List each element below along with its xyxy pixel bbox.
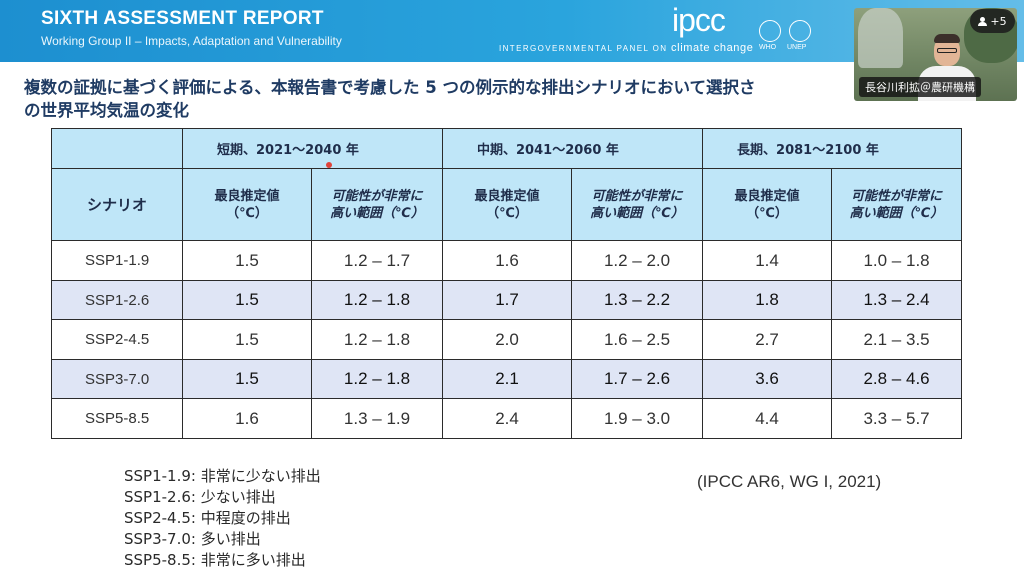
scenario-cell: SSP2-4.5 (51, 319, 183, 360)
ipcc-logo: ipcc (672, 2, 726, 38)
scenario-cell: SSP3-7.0 (51, 359, 183, 399)
participant-count: +5 (990, 14, 1007, 28)
slide-heading-line1: 複数の証拠に基づく評価による、本報告書で考慮した 5 つの例示的な排出シナリオに… (24, 78, 756, 97)
best-estimate-header-l2: （℃） (226, 205, 268, 221)
legend-item: SSP3-7.0: 多い排出 (124, 530, 261, 548)
ipcc-tagline-cc: climate change (671, 42, 754, 54)
best-estimate-header-l1: 最良推定値 (214, 188, 280, 204)
person-icon (978, 16, 988, 26)
value-cell: 1.5 (182, 359, 312, 399)
value-cell: 2.8 – 4.6 (831, 359, 963, 399)
scenario-legend: SSP1-1.9: 非常に少ない排出 SSP1-2.6: 少ない排出 SSP2-… (124, 466, 321, 571)
likely-range-header-l1: 可能性が非常に (851, 188, 943, 204)
table-row: SSP3-7.0 1.5 1.2 – 1.8 2.1 1.7 – 2.6 3.6… (51, 359, 963, 399)
likely-range-header-l2: 高い範囲（℃） (849, 205, 944, 221)
period-near-term: 短期、2021～2040 年 (181, 128, 444, 169)
value-cell: 1.2 – 1.8 (310, 319, 444, 360)
value-cell: 1.2 – 1.8 (310, 280, 444, 320)
value-cell: 1.2 – 1.8 (310, 359, 444, 399)
value-cell: 1.0 – 1.8 (831, 240, 963, 281)
value-cell: 1.5 (182, 280, 312, 320)
best-estimate-header-l2: （℃） (746, 205, 788, 221)
slide-heading-line2: の世界平均気温の変化 (24, 101, 189, 120)
value-cell: 1.3 – 1.9 (310, 398, 444, 439)
value-cell: 1.3 – 2.2 (571, 280, 704, 320)
value-cell: 2.0 (442, 319, 573, 360)
participant-name-tag: 長谷川利拡＠農研機構 (859, 77, 981, 97)
unep-label: UNEP (787, 44, 807, 51)
source-citation: (IPCC AR6, WG I, 2021) (697, 472, 882, 491)
period-header-row: 短期、2021～2040 年 中期、2041～2060 年 長期、2081～21… (51, 128, 963, 169)
table-row: SSP5-8.5 1.6 1.3 – 1.9 2.4 1.9 – 3.0 4.4… (51, 398, 963, 439)
participant-hair (934, 34, 960, 43)
ipcc-tagline-text: INTERGOVERNMENTAL PANEL ON (499, 44, 668, 53)
likely-range-header-l1: 可能性が非常に (331, 188, 423, 204)
value-cell: 2.1 (442, 359, 573, 399)
value-cell: 1.6 (442, 240, 573, 281)
laser-pointer-dot (326, 162, 332, 168)
ipcc-tagline: INTERGOVERNMENTAL PANEL ON climate chang… (499, 42, 753, 54)
likely-range-header-l2: 高い範囲（℃） (330, 205, 424, 221)
table-row: SSP1-1.9 1.5 1.2 – 1.7 1.6 1.2 – 2.0 1.4… (51, 240, 963, 281)
value-cell: 2.1 – 3.5 (831, 319, 963, 360)
unep-logo-icon (789, 20, 811, 42)
period-mid-term: 中期、2041～2060 年 (442, 128, 704, 169)
best-estimate-header-l2: （℃） (486, 205, 528, 221)
value-cell: 1.9 – 3.0 (571, 398, 704, 439)
best-estimate-header: 最良推定値 （℃） (702, 168, 833, 241)
value-cell: 1.6 (182, 398, 312, 439)
value-cell: 2.7 (702, 319, 833, 360)
report-title: SIXTH ASSESSMENT REPORT (41, 8, 324, 29)
likely-range-header-l1: 可能性が非常に (591, 188, 683, 204)
value-cell: 1.6 – 2.5 (571, 319, 704, 360)
likely-range-header: 可能性が非常に 高い範囲（℃） (571, 168, 704, 241)
scenario-header: シナリオ (51, 168, 183, 241)
value-cell: 1.4 (702, 240, 833, 281)
value-cell: 1.2 – 1.7 (310, 240, 444, 281)
likely-range-header-l2: 高い範囲（℃） (590, 205, 684, 221)
value-cell: 4.4 (702, 398, 833, 439)
best-estimate-header: 最良推定値 （℃） (442, 168, 573, 241)
table-row: SSP2-4.5 1.5 1.2 – 1.8 2.0 1.6 – 2.5 2.7… (51, 319, 963, 360)
column-header-row: シナリオ 最良推定値 （℃） 可能性が非常に 高い範囲（℃） 最良推定値 （℃） 可能… (51, 168, 963, 241)
likely-range-header: 可能性が非常に 高い範囲（℃） (831, 168, 963, 241)
value-cell: 3.6 (702, 359, 833, 399)
participant-count-button[interactable]: +5 (970, 9, 1015, 33)
value-cell: 3.3 – 5.7 (831, 398, 963, 439)
scenario-cell: SSP5-8.5 (51, 398, 183, 439)
best-estimate-header-l1: 最良推定値 (734, 188, 800, 204)
glasses-icon (937, 48, 957, 53)
value-cell: 1.5 (182, 240, 312, 281)
who-label: WHO (759, 44, 777, 51)
table-row: SSP1-2.6 1.5 1.2 – 1.8 1.7 1.3 – 2.2 1.8… (51, 280, 963, 320)
corner-cell (51, 128, 183, 169)
legend-item: SSP1-2.6: 少ない排出 (124, 488, 276, 506)
value-cell: 1.5 (182, 319, 312, 360)
value-cell: 1.7 – 2.6 (571, 359, 704, 399)
background-tree (858, 8, 903, 68)
period-long-term: 長期、2081～2100 年 (702, 128, 963, 169)
value-cell: 1.2 – 2.0 (571, 240, 704, 281)
best-estimate-header-l1: 最良推定値 (474, 188, 540, 204)
value-cell: 1.8 (702, 280, 833, 320)
best-estimate-header: 最良推定値 （℃） (182, 168, 312, 241)
legend-item: SSP2-4.5: 中程度の排出 (124, 509, 291, 527)
value-cell: 1.3 – 2.4 (831, 280, 963, 320)
temperature-table: 短期、2021～2040 年 中期、2041～2060 年 長期、2081～21… (51, 128, 963, 439)
slide-heading: 複数の証拠に基づく評価による、本報告書で考慮した 5 つの例示的な排出シナリオに… (24, 76, 984, 122)
legend-item: SSP1-1.9: 非常に少ない排出 (124, 467, 321, 485)
value-cell: 2.4 (442, 398, 573, 439)
report-banner: SIXTH ASSESSMENT REPORT Working Group II… (0, 0, 1024, 62)
likely-range-header: 可能性が非常に 高い範囲（℃） (310, 168, 444, 241)
legend-item: SSP5-8.5: 非常に多い排出 (124, 551, 306, 569)
value-cell: 1.7 (442, 280, 573, 320)
who-logo-icon (759, 20, 781, 42)
report-subtitle: Working Group II – Impacts, Adaptation a… (41, 34, 342, 48)
scenario-cell: SSP1-1.9 (51, 240, 183, 281)
scenario-cell: SSP1-2.6 (51, 280, 183, 320)
